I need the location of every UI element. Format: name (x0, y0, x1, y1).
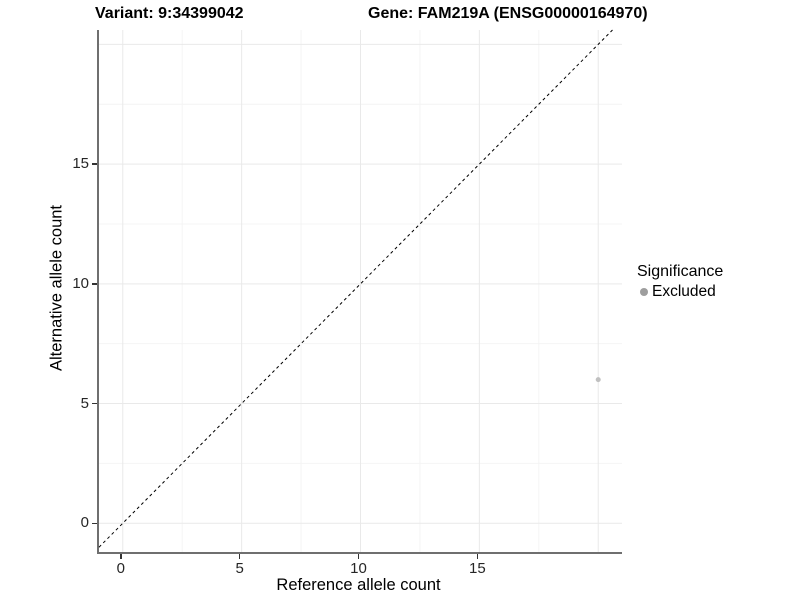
y-tick (92, 163, 97, 165)
y-tick-label: 10 (72, 274, 89, 292)
x-tick-label: 15 (469, 560, 486, 577)
plot-panel (97, 29, 622, 554)
x-axis-title: Reference allele count (276, 576, 441, 594)
y-tick-label: 0 (80, 514, 89, 532)
data-point-excluded (595, 377, 601, 383)
legend: Significance Excluded (637, 262, 723, 301)
y-tick-label: 15 (72, 155, 89, 173)
x-tick-label: 0 (116, 560, 125, 577)
x-tick-label: 5 (235, 560, 244, 577)
x-tick (476, 554, 479, 559)
y-tick (92, 522, 97, 525)
excluded-point-icon (640, 288, 648, 296)
y-tick (92, 402, 97, 405)
x-tick (120, 554, 122, 559)
y-axis-title: Alternative allele count (47, 204, 66, 372)
legend-title: Significance (637, 263, 724, 280)
identity-reference-line (98, 29, 613, 548)
x-tick (357, 554, 360, 559)
legend-item-label: Excluded (652, 283, 716, 300)
plot-title-variant: Variant: 9:34399042 (95, 5, 244, 22)
legend-item-excluded: Excluded (637, 283, 723, 301)
scatter-chart (98, 29, 622, 552)
y-tick-label: 5 (80, 394, 89, 412)
y-tick (92, 283, 97, 285)
x-tick (238, 554, 241, 559)
x-tick-label: 10 (350, 560, 367, 577)
plot-title-gene: Gene: FAM219A (ENSG00000164970) (368, 5, 648, 22)
